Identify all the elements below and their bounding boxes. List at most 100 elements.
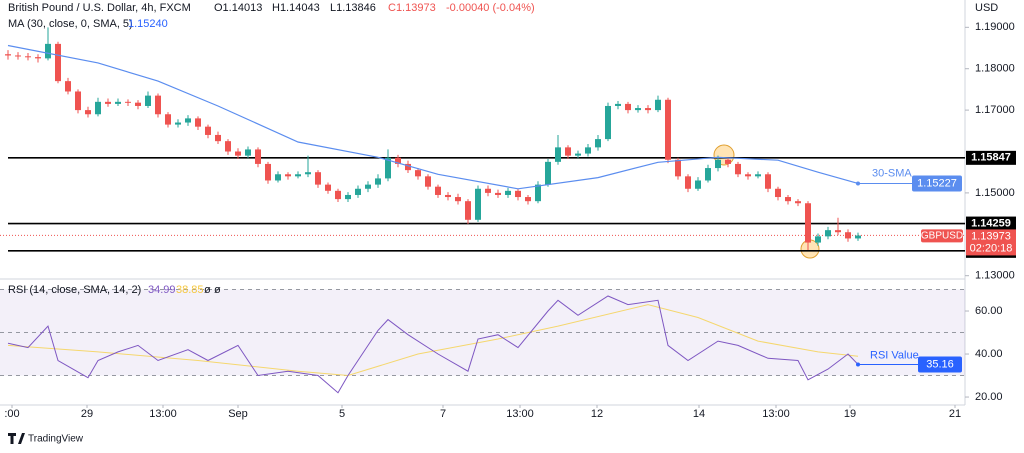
candle-body	[615, 103, 621, 106]
candle-body	[75, 91, 81, 111]
candle-body	[365, 184, 371, 189]
candle-body	[335, 190, 341, 200]
x-tick-label: 13:00	[149, 408, 177, 420]
rsi-annotation: RSI Value	[870, 349, 919, 361]
candle-body	[115, 101, 121, 104]
x-tick-label: 13:00	[762, 408, 790, 420]
candle-body	[585, 147, 591, 154]
sma-annotation: 30-SMA	[872, 167, 912, 179]
candle-body	[5, 54, 11, 56]
x-tick-label: 29	[81, 408, 93, 420]
candle-body	[695, 180, 701, 189]
candle-body	[155, 95, 161, 115]
candle-body	[705, 168, 711, 181]
header: British Pound / U.S. Dollar, 4h, FXCM O1…	[8, 2, 998, 296]
candle-body	[495, 192, 501, 195]
candle-body	[475, 188, 481, 220]
indicator-value: 1.15240	[128, 18, 168, 30]
candle-body	[675, 159, 681, 177]
x-tick-label: 21	[949, 408, 961, 420]
y-tick-label: 1.13000	[975, 270, 1015, 282]
last-price: 1.13973	[971, 230, 1011, 242]
candle-body	[225, 141, 231, 152]
candle-body	[245, 149, 251, 156]
candle-body	[315, 172, 321, 185]
line	[7, 44, 859, 190]
y-tick-label: 1.15000	[975, 187, 1015, 199]
candle-body	[815, 236, 821, 243]
candle-body	[555, 147, 561, 162]
countdown: 02:20:18	[970, 242, 1013, 254]
rsi-value: 34.99	[148, 284, 176, 296]
candle-body	[305, 172, 311, 175]
candle-body	[405, 163, 411, 171]
rsi-title: RSI (14, close, SMA, 14, 2)	[8, 284, 141, 296]
x-tick-label: :00	[4, 408, 19, 420]
level-label-box	[966, 216, 1016, 231]
candle-body	[385, 157, 391, 179]
candle-body	[65, 81, 71, 92]
candle-body	[165, 114, 171, 125]
candle-body	[345, 194, 351, 200]
candle-body	[605, 105, 611, 140]
line	[7, 304, 859, 377]
y-tick-label: 40.00	[975, 348, 1003, 360]
candle-body	[595, 139, 601, 148]
y-tick-label: 20.00	[975, 391, 1003, 403]
level-label: 1.14259	[971, 217, 1011, 229]
candle-body	[625, 103, 631, 111]
candle-body	[725, 159, 731, 164]
rsi-endpoint	[856, 362, 860, 367]
y-tick-label: 1.18000	[975, 63, 1015, 75]
y-tick-label: 60.00	[975, 305, 1003, 317]
candle-body	[465, 201, 471, 220]
candle-body	[545, 161, 551, 185]
level-label-box	[966, 150, 1016, 165]
candle-body	[775, 188, 781, 198]
candle-body	[105, 101, 111, 104]
chart-title: British Pound / U.S. Dollar, 4h, FXCM	[8, 2, 191, 14]
candle-body	[635, 108, 641, 111]
quote-change: -0.00040 (-0.04%)	[446, 2, 535, 14]
logo: TradingView	[8, 433, 84, 445]
candle-body	[735, 163, 741, 175]
sma-value-box	[912, 175, 962, 192]
candle-body	[435, 186, 441, 195]
candle-body	[655, 99, 661, 111]
indicator-label: MA (30, close, 0, SMA, 5)	[8, 18, 133, 30]
candle-body	[185, 118, 191, 123]
candle-body	[95, 101, 101, 115]
y-tick-label: 1.17000	[975, 104, 1015, 116]
candle-body	[195, 118, 201, 127]
candle-body	[355, 188, 361, 195]
symbol-box	[921, 229, 963, 243]
x-tick-label: 14	[693, 408, 705, 420]
candle-body	[255, 149, 261, 164]
candle-body	[535, 184, 541, 202]
candle-body	[375, 178, 381, 185]
candle-body	[795, 201, 801, 204]
candle-body	[285, 174, 291, 177]
sma-endpoint	[856, 181, 860, 186]
branding: TradingView	[28, 434, 84, 445]
candle-body	[505, 190, 511, 195]
candle-body	[825, 230, 831, 237]
candle-body	[645, 108, 651, 111]
candle-body	[35, 57, 41, 59]
candle-body	[295, 174, 301, 177]
x-tick-label: 12	[591, 408, 603, 420]
x-tick-label: 13:00	[506, 408, 534, 420]
candle-body	[395, 157, 401, 164]
candle-body	[665, 99, 671, 160]
plot: 1.19000 1.18000 1.17000 1.15000 1.13000 30-SM…	[0, 21, 1016, 420]
highlight-circle	[800, 239, 820, 259]
quote: O1.14013	[214, 2, 262, 14]
candle-body	[715, 159, 721, 169]
candle-body	[175, 122, 181, 125]
candle-body	[755, 174, 761, 177]
x-tick-label: 5	[339, 408, 345, 420]
candle-body	[135, 102, 141, 106]
candle-body	[805, 203, 811, 243]
candle-body	[745, 174, 751, 177]
